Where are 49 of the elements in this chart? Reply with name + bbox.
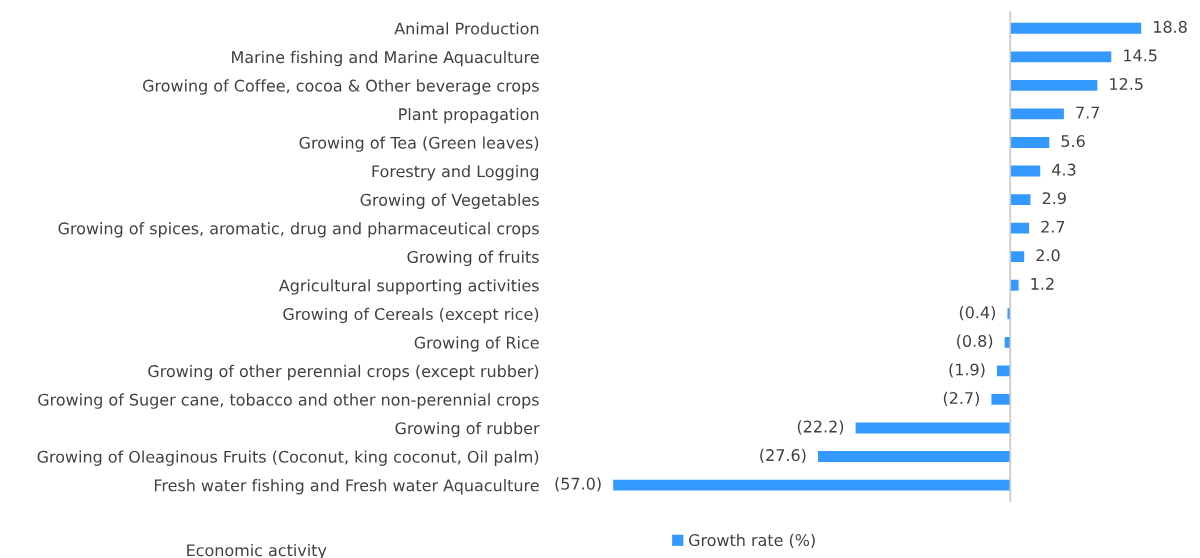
bar	[1010, 194, 1031, 206]
bar	[1010, 108, 1064, 120]
data-label: 12.5	[1110, 77, 1143, 91]
data-label: (0.8)	[957, 334, 993, 349]
data-label: 18.8	[1154, 20, 1187, 33]
bar	[613, 479, 1011, 491]
data-label: (1.9)	[949, 363, 985, 378]
data-label: (27.6)	[760, 448, 806, 464]
y-tick-label: Growing of Vegetables	[360, 193, 539, 209]
bar	[991, 394, 1011, 405]
bar	[997, 365, 1011, 377]
bar	[1010, 22, 1142, 34]
y-tick-label: Growing of Cereals (except rice)	[283, 307, 539, 324]
bar	[855, 422, 1011, 434]
bar	[1010, 79, 1098, 91]
data-label: 2.7	[1041, 220, 1065, 233]
y-tick-label: Marine fishing and Marine Aquaculture	[232, 50, 539, 67]
y-tick-label: Fresh water fishing and Fresh water Aquaculture	[154, 479, 539, 495]
y-tick-label: Growing of Suger cane, tobacco and other non-perennial crops	[38, 393, 539, 409]
y-tick-label: Growing of rubber	[395, 421, 540, 438]
data-label: 2.9	[1042, 192, 1066, 205]
y-tick-label: Growing of other perennial crops (except rubber)	[148, 364, 539, 381]
data-label: (22.2)	[797, 420, 844, 435]
y-tick-label: Growing of Oleaginous Fruits (Coconut, king coconut, Oil palm)	[37, 450, 539, 466]
data-label: (2.7)	[943, 391, 979, 406]
legend-label: Growth rate (%)	[689, 533, 815, 548]
bar	[1010, 279, 1019, 291]
y-tick-label: Animal Production	[394, 22, 539, 35]
data-label: 4.3	[1052, 163, 1076, 176]
y-tick-label: Plant propagation	[399, 107, 539, 124]
y-tick-label: Growing of Coffee, cocoa & Other beverage crops	[143, 79, 539, 95]
bar	[1010, 251, 1025, 263]
bar	[817, 451, 1011, 462]
y-tick-label: Agricultural supporting activities	[278, 279, 539, 295]
bar	[1010, 222, 1030, 234]
bar	[1010, 137, 1050, 148]
y-tick-label: Growing of Tea (Green leaves)	[299, 136, 539, 152]
data-label: 5.6	[1061, 135, 1085, 148]
data-label: 14.5	[1124, 49, 1157, 62]
data-label: 1.2	[1031, 277, 1054, 290]
data-label: 2.0	[1036, 249, 1060, 262]
data-label: (0.4)	[959, 306, 995, 321]
data-label: (57.0)	[555, 477, 601, 492]
data-label: 7.7	[1076, 106, 1100, 119]
y-tick-label: Growing of fruits	[407, 250, 539, 267]
bar	[1010, 51, 1112, 63]
y-tick-label: Growing of Rice	[414, 336, 539, 352]
y-tick-label: Growing of spices, aromatic, drug and pharmaceutical crops	[58, 222, 539, 238]
y-tick-label: Forestry and Logging	[372, 164, 539, 181]
